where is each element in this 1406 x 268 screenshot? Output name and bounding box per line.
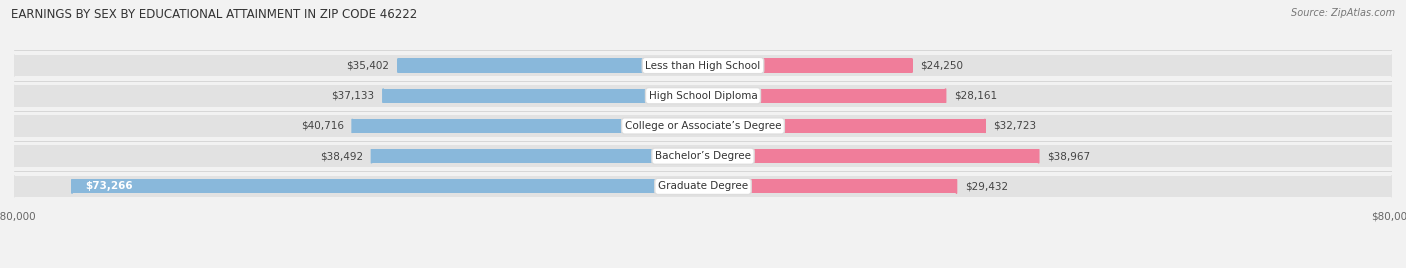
Text: $32,723: $32,723 (994, 121, 1036, 131)
Text: $40,716: $40,716 (301, 121, 343, 131)
Text: $35,402: $35,402 (346, 61, 389, 70)
Bar (703, 119, 984, 133)
Text: Bachelor’s Degree: Bachelor’s Degree (655, 151, 751, 161)
Bar (14, 85, 1392, 107)
Text: Graduate Degree: Graduate Degree (658, 181, 748, 191)
Bar (14, 176, 1392, 197)
Bar (14, 115, 1392, 137)
Text: $28,161: $28,161 (955, 91, 997, 101)
Text: Source: ZipAtlas.com: Source: ZipAtlas.com (1291, 8, 1395, 18)
Text: $38,492: $38,492 (319, 151, 363, 161)
Text: $24,250: $24,250 (921, 61, 963, 70)
Bar (703, 149, 1039, 163)
Text: $73,266: $73,266 (84, 181, 132, 191)
Bar (72, 179, 703, 193)
Bar (703, 179, 956, 193)
Text: $38,967: $38,967 (1047, 151, 1090, 161)
Text: $37,133: $37,133 (332, 91, 374, 101)
Text: EARNINGS BY SEX BY EDUCATIONAL ATTAINMENT IN ZIP CODE 46222: EARNINGS BY SEX BY EDUCATIONAL ATTAINMEN… (11, 8, 418, 21)
Bar (371, 149, 703, 163)
Text: High School Diploma: High School Diploma (648, 91, 758, 101)
Bar (703, 89, 945, 103)
Text: Less than High School: Less than High School (645, 61, 761, 70)
Bar (14, 145, 1392, 167)
Text: $29,432: $29,432 (965, 181, 1008, 191)
Bar (703, 58, 912, 73)
Bar (398, 58, 703, 73)
Bar (14, 55, 1392, 76)
Text: College or Associate’s Degree: College or Associate’s Degree (624, 121, 782, 131)
Bar (353, 119, 703, 133)
Bar (384, 89, 703, 103)
